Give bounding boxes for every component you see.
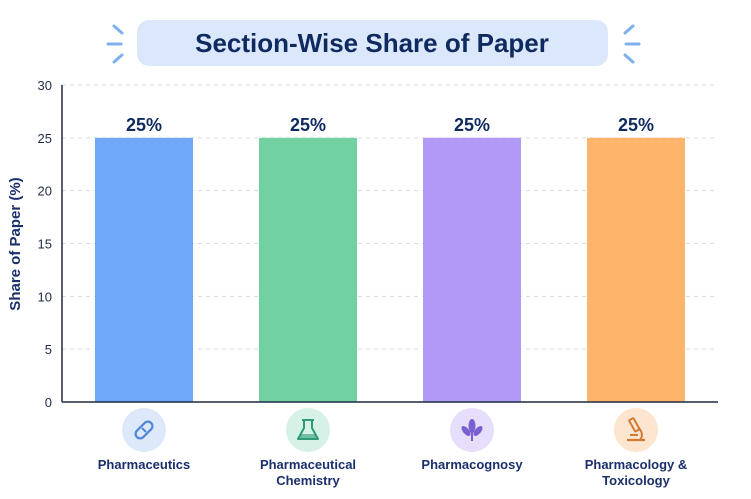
y-tick-label: 25 (38, 131, 52, 146)
category-label: Pharmacognosy (421, 457, 523, 472)
data-label: 25% (454, 115, 490, 135)
title-pill (137, 20, 608, 66)
category-label: Chemistry (276, 473, 340, 488)
icon-badge (614, 408, 658, 452)
data-labels: 25% 25% 25% 25% (126, 115, 654, 135)
data-label: 25% (618, 115, 654, 135)
bar (259, 137, 357, 403)
category-label: Pharmaceutical (260, 457, 356, 472)
bar (423, 137, 521, 403)
bars (95, 137, 685, 403)
capsule-icon (122, 408, 166, 452)
y-tick-labels: 0 5 10 15 20 25 30 (38, 78, 52, 410)
title-accent-left (106, 24, 124, 64)
y-tick-label: 10 (38, 289, 52, 304)
y-tick-label: 20 (38, 184, 52, 199)
leaf-icon (450, 408, 494, 452)
bar (587, 137, 685, 403)
title-accent-right (623, 24, 641, 64)
category-label: Pharmacology & (585, 457, 688, 472)
y-tick-label: 15 (38, 237, 52, 252)
data-label: 25% (126, 115, 162, 135)
data-label: 25% (290, 115, 326, 135)
y-tick-label: 30 (38, 78, 52, 93)
y-tick-label: 5 (45, 342, 52, 357)
y-tick-label: 0 (45, 395, 52, 410)
category-label: Toxicology (602, 473, 670, 488)
chart-title: Section-Wise Share of Paper (195, 28, 549, 58)
y-axis-label: Share of Paper (%) (7, 177, 24, 310)
icon-badge (286, 408, 330, 452)
category-label: Pharmaceutics (98, 457, 191, 472)
flask-icon (286, 408, 330, 452)
bar (95, 137, 193, 403)
microscope-icon (614, 408, 658, 452)
